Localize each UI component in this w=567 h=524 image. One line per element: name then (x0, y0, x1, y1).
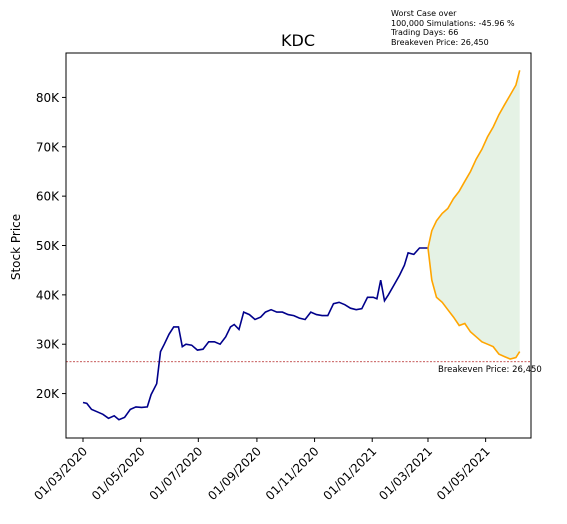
x-tick-label: 01/03/2021 (376, 444, 435, 503)
x-tick-label: 01/05/2020 (89, 444, 148, 503)
breakeven-label: Breakeven Price: 26,450 (438, 365, 542, 375)
y-tick-label: 80K (36, 91, 60, 105)
simulation-lower-line (427, 247, 521, 360)
history-price-line (82, 247, 428, 421)
annotation-line-4: Breakeven Price: 26,450 (391, 37, 489, 47)
x-tick-label: 01/03/2020 (31, 444, 90, 503)
annotation-line-2: 100,000 Simulations: -45.96 % (391, 18, 515, 28)
x-tick-label: 01/11/2020 (263, 444, 322, 503)
y-tick-label: 20K (36, 387, 60, 401)
x-tick-label: 01/01/2021 (321, 444, 380, 503)
simulation-annotation: Worst Case over 100,000 Simulations: -45… (391, 9, 515, 47)
x-tick-label: 01/09/2020 (205, 444, 264, 503)
x-tick-label: 01/05/2021 (434, 444, 493, 503)
annotation-line-1: Worst Case over (391, 9, 457, 18)
x-tick-label: 01/07/2020 (147, 444, 206, 503)
simulation-upper-line (427, 70, 521, 249)
y-axis-ticks: 20K 30K 40K 50K 60K 70K 80K (36, 91, 66, 401)
y-tick-label: 30K (36, 338, 60, 352)
y-tick-label: 70K (36, 140, 60, 154)
y-tick-label: 50K (36, 239, 60, 253)
simulation-band-fill (428, 70, 520, 360)
y-axis-label: Stock Price (9, 214, 23, 280)
y-tick-label: 60K (36, 190, 60, 204)
plot-frame (65, 52, 532, 439)
chart-title: KDC (281, 31, 315, 50)
annotation-line-3: Trading Days: 66 (391, 28, 459, 37)
y-tick-label: 40K (36, 288, 60, 302)
